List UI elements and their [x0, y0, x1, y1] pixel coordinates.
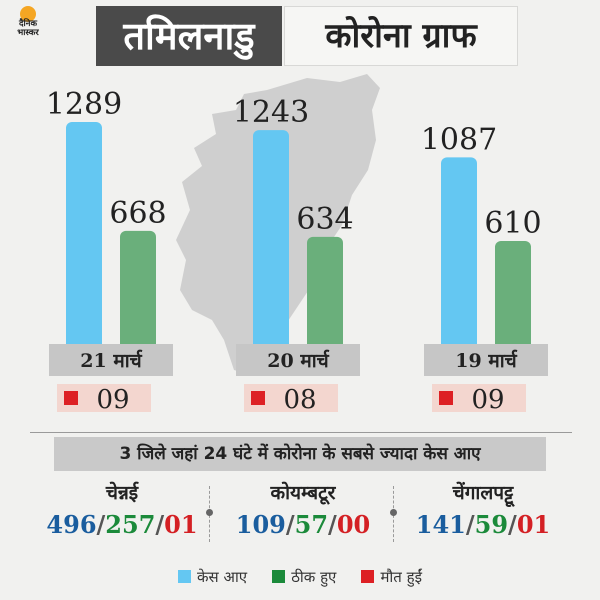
value-label-cases: 1087 — [421, 122, 497, 157]
death-marker-icon — [439, 391, 453, 405]
legend-swatch-cases — [178, 569, 192, 583]
death-marker-icon — [251, 391, 265, 405]
value-label-recovered: 668 — [109, 196, 166, 231]
legend-label-recovered: ठीक हुए — [291, 567, 337, 586]
bar-cases — [441, 157, 477, 352]
death-marker-icon — [64, 391, 78, 405]
district-deaths: 01 — [516, 510, 551, 539]
title-state: तमिलनाडु — [123, 14, 255, 58]
value-label-cases: 1243 — [233, 95, 309, 130]
district-recovered: 59 — [474, 510, 509, 539]
legend-item-cases: केस आए — [178, 567, 247, 587]
value-label-cases: 1289 — [46, 87, 122, 122]
legend-label-cases: केस आए — [197, 567, 248, 586]
cases-bar-chart: 1289 668 1243 634 1087 610 21 मार्च 09 20 मार्च 0… — [46, 87, 548, 415]
legend-label-deaths: मौत हुईं — [380, 567, 422, 586]
district-name: चेन्नई — [105, 482, 139, 504]
title-state-background — [96, 6, 282, 66]
sun-logo-icon — [20, 6, 36, 22]
district-chennai: चेन्नई 496/257/01 — [24, 478, 220, 542]
legend-item-deaths: मौत हुईं — [361, 567, 422, 587]
date-box — [236, 344, 360, 376]
section-divider — [30, 432, 572, 433]
bar-recovered — [120, 230, 156, 352]
death-count: 08 — [283, 385, 316, 415]
district-coimbatore: कोयम्बटूर 109/57/00 — [205, 478, 401, 542]
date-label: 20 मार्च — [267, 349, 329, 372]
title-graph-background — [284, 6, 518, 66]
date-box — [424, 344, 548, 376]
date-box — [49, 344, 173, 376]
date-label: 21 मार्च — [80, 349, 142, 372]
district-cases: 109 — [235, 510, 286, 539]
legend-swatch-deaths — [361, 569, 375, 583]
bar-cases — [253, 130, 289, 352]
death-count: 09 — [471, 385, 504, 415]
bar-recovered — [307, 236, 343, 352]
bar-recovered — [495, 241, 531, 352]
divider-dot — [390, 509, 397, 516]
dainik-bhaskar-logo: दैनिक भास्कर — [6, 6, 50, 50]
district-stats: 496/257/01 — [46, 510, 198, 539]
bar-cases — [66, 122, 102, 352]
legend-swatch-recovered — [272, 569, 286, 583]
legend: केस आए ठीक हुए मौत हुईं — [0, 566, 600, 590]
district-stats: 141/59/01 — [415, 510, 551, 539]
date-label: 19 मार्च — [455, 349, 517, 372]
district-name: कोयम्बटूर — [270, 482, 336, 504]
logo-text-line1: दैनिक — [19, 19, 37, 29]
district-deaths: 00 — [336, 510, 371, 539]
district-recovered: 257 — [105, 510, 156, 539]
logo-text-line2: भास्कर — [17, 28, 39, 38]
legend-item-recovered: ठीक हुए — [272, 567, 336, 587]
divider-dot — [206, 509, 213, 516]
district-recovered: 57 — [294, 510, 329, 539]
value-label-recovered: 610 — [484, 206, 541, 241]
district-name: चेंगालपट्टू — [452, 482, 514, 504]
district-chengalpattu: चेंगालपट्टू 141/59/01 — [385, 478, 581, 542]
district-cases: 141 — [415, 510, 466, 539]
value-label-recovered: 634 — [296, 202, 353, 237]
districts-heading: 3 जिले जहां 24 घंटे में कोरोना के सबसे ज… — [119, 444, 481, 464]
district-cases: 496 — [46, 510, 97, 539]
district-deaths: 01 — [164, 510, 198, 539]
district-stats: 109/57/00 — [235, 510, 371, 539]
title-graph: कोरोना ग्राफ — [325, 16, 477, 56]
death-count: 09 — [96, 385, 129, 415]
districts-heading-background — [54, 437, 546, 471]
